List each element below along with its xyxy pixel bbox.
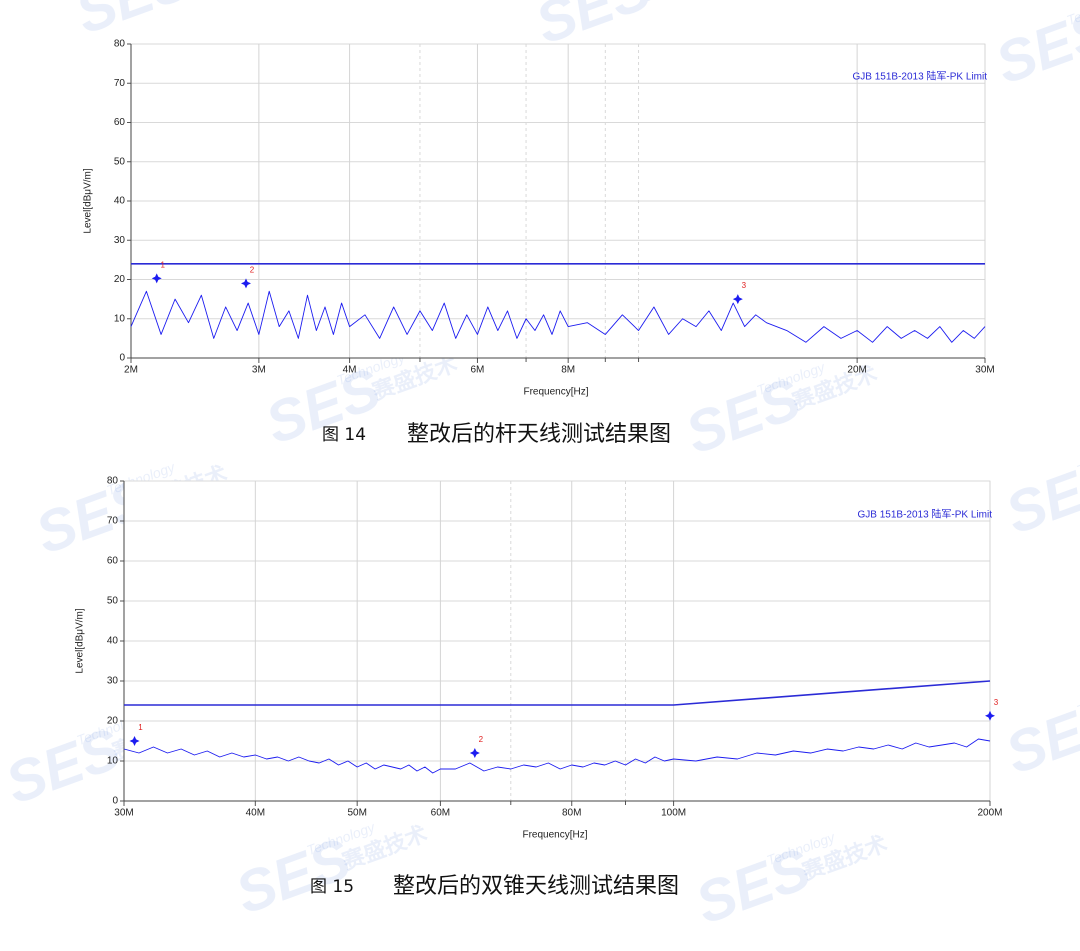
marker [985, 710, 995, 721]
x-axis-title: Frequency[Hz] [522, 830, 587, 841]
marker-label: 1 [138, 723, 143, 732]
x-tick-label: 60M [431, 808, 450, 819]
series-line [130, 290, 986, 343]
x-tick-label: 3M [252, 365, 266, 376]
y-tick-label: 20 [107, 716, 119, 727]
x-tick-label: 4M [343, 365, 357, 376]
y-tick-label: 0 [112, 796, 118, 807]
marker [732, 294, 743, 305]
y-tick-label: 70 [114, 78, 126, 89]
x-tick-label: 8M [561, 365, 575, 376]
x-tick-label: 100M [661, 808, 686, 819]
x-tick-label: 20M [847, 365, 866, 376]
x-tick-label: 6M [471, 365, 485, 376]
watermark-logo: SES [997, 446, 1080, 547]
y-axis-title: Level[dBμV/m] [75, 608, 86, 673]
y-tick-label: 80 [114, 39, 126, 50]
series-line [124, 680, 991, 706]
y-tick-label: 30 [114, 235, 126, 246]
y-tick-label: 30 [107, 676, 119, 687]
y-tick-label: 0 [119, 353, 125, 364]
marker-label: 3 [742, 281, 747, 290]
marker [240, 278, 251, 289]
marker-label: 3 [994, 698, 999, 707]
x-tick-label: 30M [975, 365, 994, 376]
x-tick-label: 80M [562, 808, 581, 819]
y-tick-label: 60 [114, 117, 126, 128]
watermark-logo: SES [997, 686, 1080, 787]
y-tick-label: 40 [114, 196, 126, 207]
figure-caption: 整改后的杆天线测试结果图 [407, 422, 671, 447]
watermark-logo: SES [67, 0, 199, 47]
y-tick-label: 60 [107, 556, 119, 567]
series-line [123, 738, 991, 774]
x-tick-label: 30M [114, 808, 133, 819]
y-tick-label: 50 [107, 596, 119, 607]
figure-caption: 整改后的双锥天线测试结果图 [393, 874, 679, 899]
y-tick-label: 80 [107, 476, 119, 487]
marker-label: 1 [161, 260, 166, 269]
legend-entry: GJB 151B-2013 陆军-PK Limit [858, 508, 993, 521]
y-tick-label: 70 [107, 516, 119, 527]
y-tick-label: 10 [107, 756, 119, 767]
x-tick-label: 2M [124, 365, 138, 376]
x-tick-label: 50M [347, 808, 366, 819]
marker [129, 736, 140, 746]
y-axis-title: Level[dBμV/m] [83, 168, 94, 233]
x-tick-label: 200M [977, 808, 1002, 819]
x-axis-title: Frequency[Hz] [523, 387, 588, 398]
marker [469, 748, 480, 758]
y-tick-label: 20 [114, 274, 126, 285]
y-tick-label: 10 [114, 313, 126, 324]
marker-label: 2 [250, 266, 255, 275]
figure-label: 图 14 [322, 425, 366, 445]
y-tick-label: 50 [114, 156, 126, 167]
figure-label: 图 15 [310, 877, 354, 897]
marker [151, 273, 162, 284]
legend-entry: GJB 151B-2013 陆军-PK Limit [853, 70, 988, 83]
marker-label: 2 [479, 735, 484, 744]
y-tick-label: 40 [107, 636, 119, 647]
x-tick-label: 40M [246, 808, 265, 819]
